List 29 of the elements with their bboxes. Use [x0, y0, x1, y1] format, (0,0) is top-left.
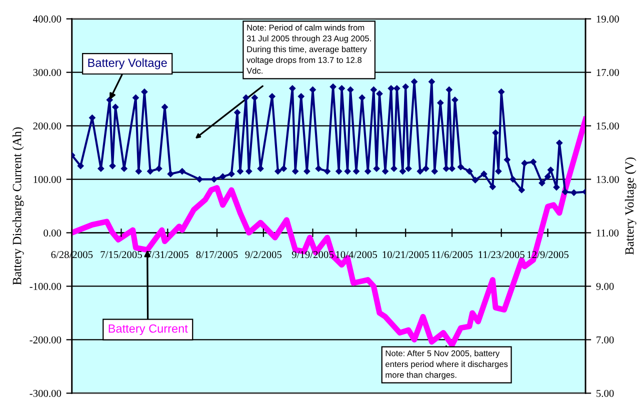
y2-tick-label: 5.00 [596, 390, 614, 397]
y2-tick-label: 13.00 [596, 176, 619, 184]
y-tick-label: 400.00 [33, 16, 62, 23]
y2-tick-label: 19.00 [596, 16, 619, 23]
y-tick-label: 300.00 [33, 69, 62, 76]
y-tick-label: -100.00 [30, 282, 62, 290]
y-tick-label: -300.00 [30, 390, 62, 397]
x-tick-label: 10/4/2005 [336, 251, 377, 258]
y2-tick-label: 17.00 [596, 69, 619, 76]
annotation: Note: Period of calm winds from 31 Jul 2005 through 23 Aug 2005. During this time, average battery voltage drops from 13.7 to 12.8 Vdc. [246, 24, 371, 74]
text: Battery Current [108, 324, 188, 336]
x-tick-label: 7/15/2005 [100, 251, 142, 258]
y-tick-label: 100.00 [34, 176, 62, 184]
x-tick-label: 11/23/2005 [478, 251, 524, 258]
x-tick-label: 11/6/2005 [432, 251, 473, 258]
y-tick-label: -200.00 [30, 336, 62, 344]
x-tick-label: 8/17/2005 [196, 251, 238, 258]
y-tick-label: 0.00 [44, 229, 62, 237]
y2-tick-label: 11.00 [596, 229, 619, 237]
annotation: Note: After 5 Nov 2005, battery enters period where it discharges more than charges. [386, 350, 508, 380]
y-tick-label: 200.00 [33, 122, 62, 130]
y2-tick-label: 9.00 [596, 282, 614, 290]
text: Battery Voltage [88, 58, 167, 70]
y2-tick-label: 15.00 [596, 122, 619, 130]
y2-tick-label: 7.00 [596, 336, 614, 344]
y2-axis-title: Battery Voltage (V) [624, 158, 636, 255]
y-axis-title: Battery Discharge Current (Ah) [12, 127, 24, 285]
x-tick-label: 10/21/2005 [382, 251, 429, 258]
x-tick-label: 9/2/2005 [245, 251, 282, 258]
